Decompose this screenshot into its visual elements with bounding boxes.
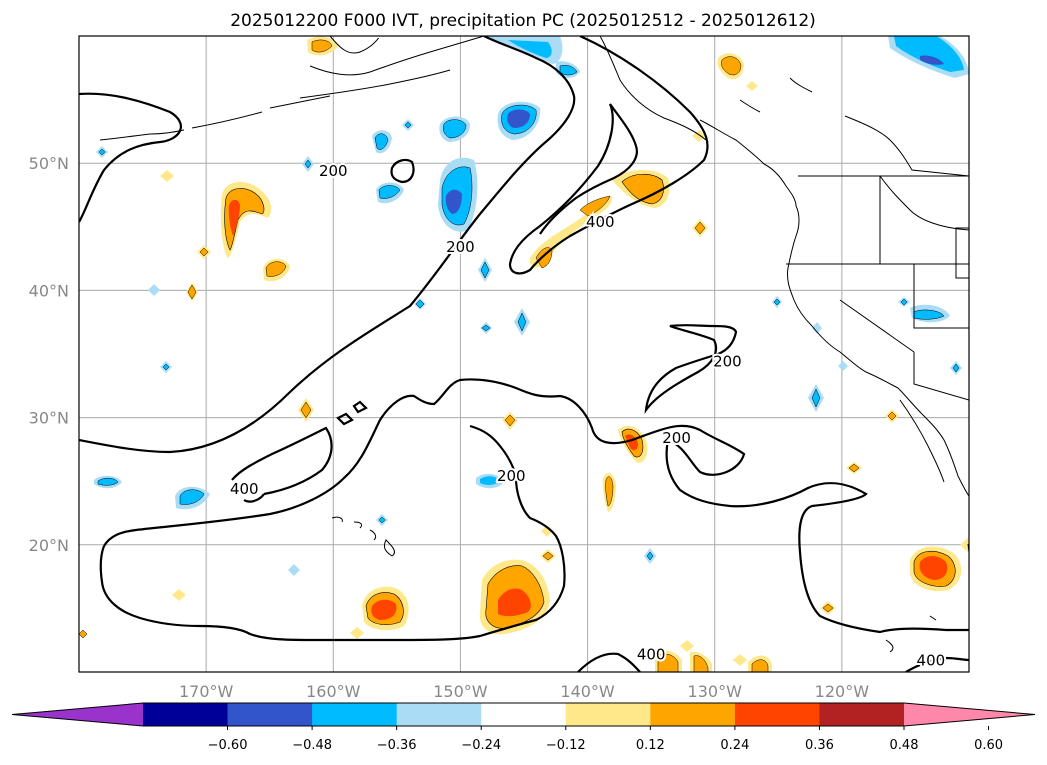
precip-blob-negative [438,157,478,232]
colorbar-outline [11,702,1036,727]
precip-dots-positive [79,81,969,666]
colorbar-segment [481,703,567,726]
precip-blob-negative [94,36,969,510]
colorbar-tick-label: −0.24 [461,738,501,753]
colorbar-tick-label: 0.60 [974,738,1003,753]
colorbar-extend-high [904,703,1035,726]
contour-label: 400 [586,213,615,231]
colorbar-tick-label: 0.48 [890,738,919,753]
lat-tick-label: 50°N [29,154,69,173]
lon-tick-label: 160°W [306,682,361,701]
colorbar-segment [819,703,905,726]
contour-label: 400 [637,645,666,663]
precip-blob-positive [479,559,550,635]
colorbar-extend-low [12,703,143,726]
colorbar-tick-label: −0.36 [377,738,417,753]
contour-label: 400 [917,652,946,670]
contour-label: 400 [230,480,259,498]
colorbar-tick-label: −0.60 [208,738,248,753]
colorbar-segment [734,703,820,726]
contour-label: 200 [446,238,475,256]
lat-tick-label: 20°N [29,536,69,555]
lon-tick-label: 140°W [560,682,615,701]
map-panel: 200 200 400 200 200 200 400 400 400 200 [78,22,970,673]
ivt-contours [79,36,969,672]
chart-title: 2025012200 F000 IVT, precipitation PC (2… [230,11,816,31]
precip-blob-negative [497,101,541,140]
lat-tick-label: 30°N [29,409,69,428]
contour-label: 200 [713,353,742,371]
precip-blob-positive [362,586,409,631]
lon-tick-label: 130°W [688,682,743,701]
coastlines-borders [99,36,969,653]
precip-blob-positive [220,181,272,258]
colorbar-segment [227,703,313,726]
lon-tick-label: 150°W [433,682,488,701]
colorbar-segment [396,703,482,726]
contour-label: 200 [370,22,399,40]
colorbar-segment [143,703,229,726]
lon-tick-label: 120°W [815,682,870,701]
colorbar-segment [312,703,398,726]
lat-tick-label: 40°N [29,281,69,300]
latitude-ticks: 20°N 30°N 40°N 50°N [29,154,69,555]
contour-label: 200 [497,467,526,485]
contour-labels: 200 200 400 200 200 200 400 400 400 200 [228,22,947,672]
lon-tick-label: 170°W [179,682,234,701]
map-frame [78,35,970,673]
colorbar-segment [650,703,736,726]
colorbar-tick-label: −0.12 [546,738,586,753]
colorbar-tick-label: 0.12 [636,738,665,753]
colorbar: −0.60 −0.48 −0.36 −0.24 −0.12 0.12 0.24 0.36 0.4… [11,702,1036,753]
colorbar-tick-label: 0.24 [720,738,749,753]
contour-label: 200 [319,162,348,180]
colorbar-tick-label: −0.48 [292,738,332,753]
longitude-ticks: 170°W 160°W 150°W 140°W 130°W 120°W [179,682,869,701]
precip-dots-negative [96,119,962,576]
colorbar-segment [565,703,651,726]
precip-blob-positive [618,425,648,463]
contour-label: 200 [662,429,691,447]
precip-blob-positive [910,546,962,592]
colorbar-tick-label: 0.36 [805,738,834,753]
precip-blob-positive [263,36,772,672]
